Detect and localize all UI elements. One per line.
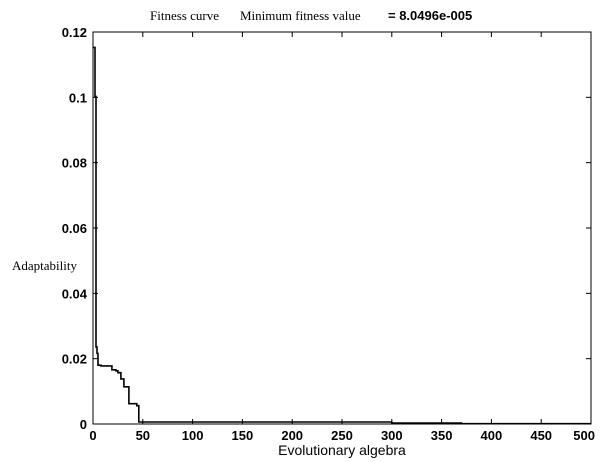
y-tick-label: 0.12 <box>62 25 87 40</box>
x-tick-label: 500 <box>573 428 595 443</box>
y-tick-label: 0.04 <box>62 286 88 301</box>
x-axis: 0 50 100 150 200 250 300 350 400 450 500 <box>89 32 595 443</box>
x-tick-label: 400 <box>481 428 503 443</box>
y-tick-label: 0.08 <box>62 156 87 171</box>
x-tick-label: 150 <box>232 428 254 443</box>
x-tick-label: 200 <box>281 428 303 443</box>
y-tick-label: 0 <box>80 417 87 432</box>
chart-title-min-value: = 8.0496e-005 <box>388 8 472 23</box>
plot-area-frame <box>92 31 592 425</box>
x-tick-label: 450 <box>530 428 552 443</box>
y-axis: 0 0.02 0.04 0.06 0.08 0.1 0.12 <box>62 25 591 432</box>
x-tick-label: 350 <box>431 428 453 443</box>
x-tick-label: 300 <box>381 428 403 443</box>
chart-title-part-1: Fitness curve <box>150 8 219 23</box>
fitness-series-line <box>93 46 591 425</box>
chart-title: Fitness curve Minimum fitness value = 8.… <box>150 8 472 23</box>
x-tick-label: 0 <box>89 428 96 443</box>
x-tick-label: 250 <box>331 428 353 443</box>
x-tick-label: 100 <box>182 428 204 443</box>
x-axis-label: Evolutionary algebra <box>278 442 406 458</box>
y-tick-label: 0.06 <box>62 221 87 236</box>
x-tick-label: 50 <box>136 428 150 443</box>
y-axis-label: Adaptability <box>12 258 77 273</box>
chart-title-part-2: Minimum fitness value <box>240 8 361 23</box>
y-tick-label: 0.1 <box>69 90 87 105</box>
y-tick-label: 0.02 <box>62 352 87 367</box>
series-layer <box>93 46 591 425</box>
